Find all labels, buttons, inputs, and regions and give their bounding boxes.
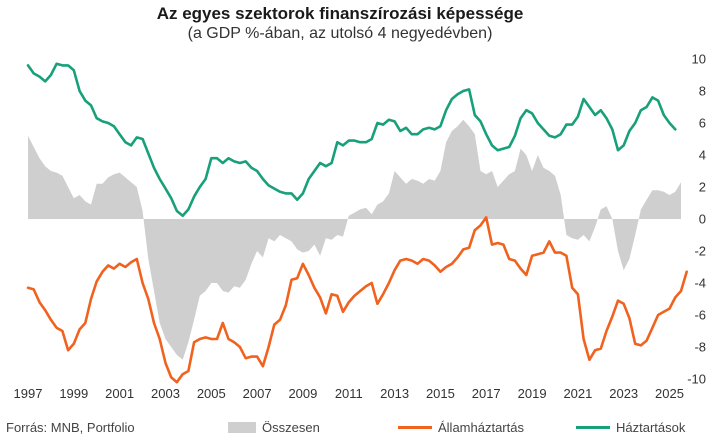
series-line-haztartasok	[26, 62, 677, 218]
x-tick-label: 2019	[518, 386, 547, 401]
y-tick-label: 10	[692, 52, 706, 67]
legend-item-osszesen: Összesen	[228, 420, 320, 435]
x-axis-ticks: 1997 1999 2001 2003 2005 2007 2009 2011 2013 2015…	[14, 386, 684, 401]
legend-item-allamhaztartas: Államháztartás	[398, 420, 524, 435]
x-tick-label: 2023	[609, 386, 638, 401]
x-tick-label: 2013	[380, 386, 409, 401]
legend-swatch-osszesen	[228, 422, 256, 433]
chart-subtitle: (a GDP %-ában, az utolsó 4 negyedévben)	[187, 25, 493, 42]
x-tick-label: 2011	[335, 386, 363, 401]
x-tick-label: 2003	[151, 386, 180, 401]
x-tick-label: 2017	[472, 386, 501, 401]
y-tick-label: -4	[694, 276, 706, 291]
x-tick-label: 2007	[243, 386, 272, 401]
y-axis-ticks: 10 8 6 4 2 0 -2 -4 -6 -8 -10	[687, 52, 706, 387]
x-tick-label: 2005	[197, 386, 226, 401]
legend-label-haztartasok: Háztartások	[616, 420, 686, 435]
y-tick-label: 0	[699, 212, 706, 227]
series-line-allamhaztartas	[26, 216, 688, 384]
legend-swatch-allamhaztartas	[398, 426, 432, 429]
legend-label-osszesen: Összesen	[262, 420, 320, 435]
x-tick-label: 1999	[59, 386, 88, 401]
line-layer	[26, 62, 688, 384]
y-tick-label: 8	[699, 84, 706, 99]
y-tick-label: -6	[694, 308, 706, 323]
y-tick-label: -8	[694, 340, 706, 355]
legend-label-allamhaztartas: Államháztartás	[438, 420, 524, 435]
series-area-osszesen	[28, 119, 681, 360]
y-tick-label: -2	[694, 244, 706, 259]
x-tick-label: 2021	[563, 386, 592, 401]
x-tick-label: 1997	[14, 386, 43, 401]
y-tick-label: 4	[699, 148, 706, 163]
x-tick-label: 2025	[655, 386, 684, 401]
legend-swatch-haztartasok	[576, 426, 610, 429]
y-tick-label: 2	[699, 180, 706, 195]
x-tick-label: 2015	[426, 386, 455, 401]
source-note: Forrás: MNB, Portfolio	[6, 420, 135, 435]
x-tick-label: 2009	[288, 386, 317, 401]
legend-item-haztartasok: Háztartások	[576, 420, 685, 435]
y-tick-label: 6	[699, 116, 706, 131]
x-tick-label: 2001	[105, 386, 134, 401]
chart-title: Az egyes szektorok finanszírozási képess…	[156, 4, 524, 23]
y-tick-label: -10	[687, 372, 706, 387]
area-layer	[28, 119, 681, 360]
